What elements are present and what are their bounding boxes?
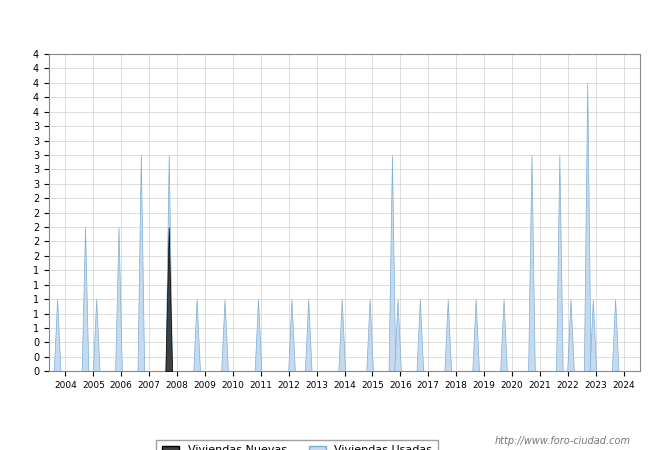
Text: Nueva Villa de las Torres - Evolucion del Nº de Transacciones Inmobiliarias: Nueva Villa de las Torres - Evolucion de… bbox=[92, 17, 558, 30]
Text: http://www.foro-ciudad.com: http://www.foro-ciudad.com bbox=[495, 436, 630, 446]
Legend: Viviendas Nuevas, Viviendas Usadas: Viviendas Nuevas, Viviendas Usadas bbox=[157, 440, 438, 450]
